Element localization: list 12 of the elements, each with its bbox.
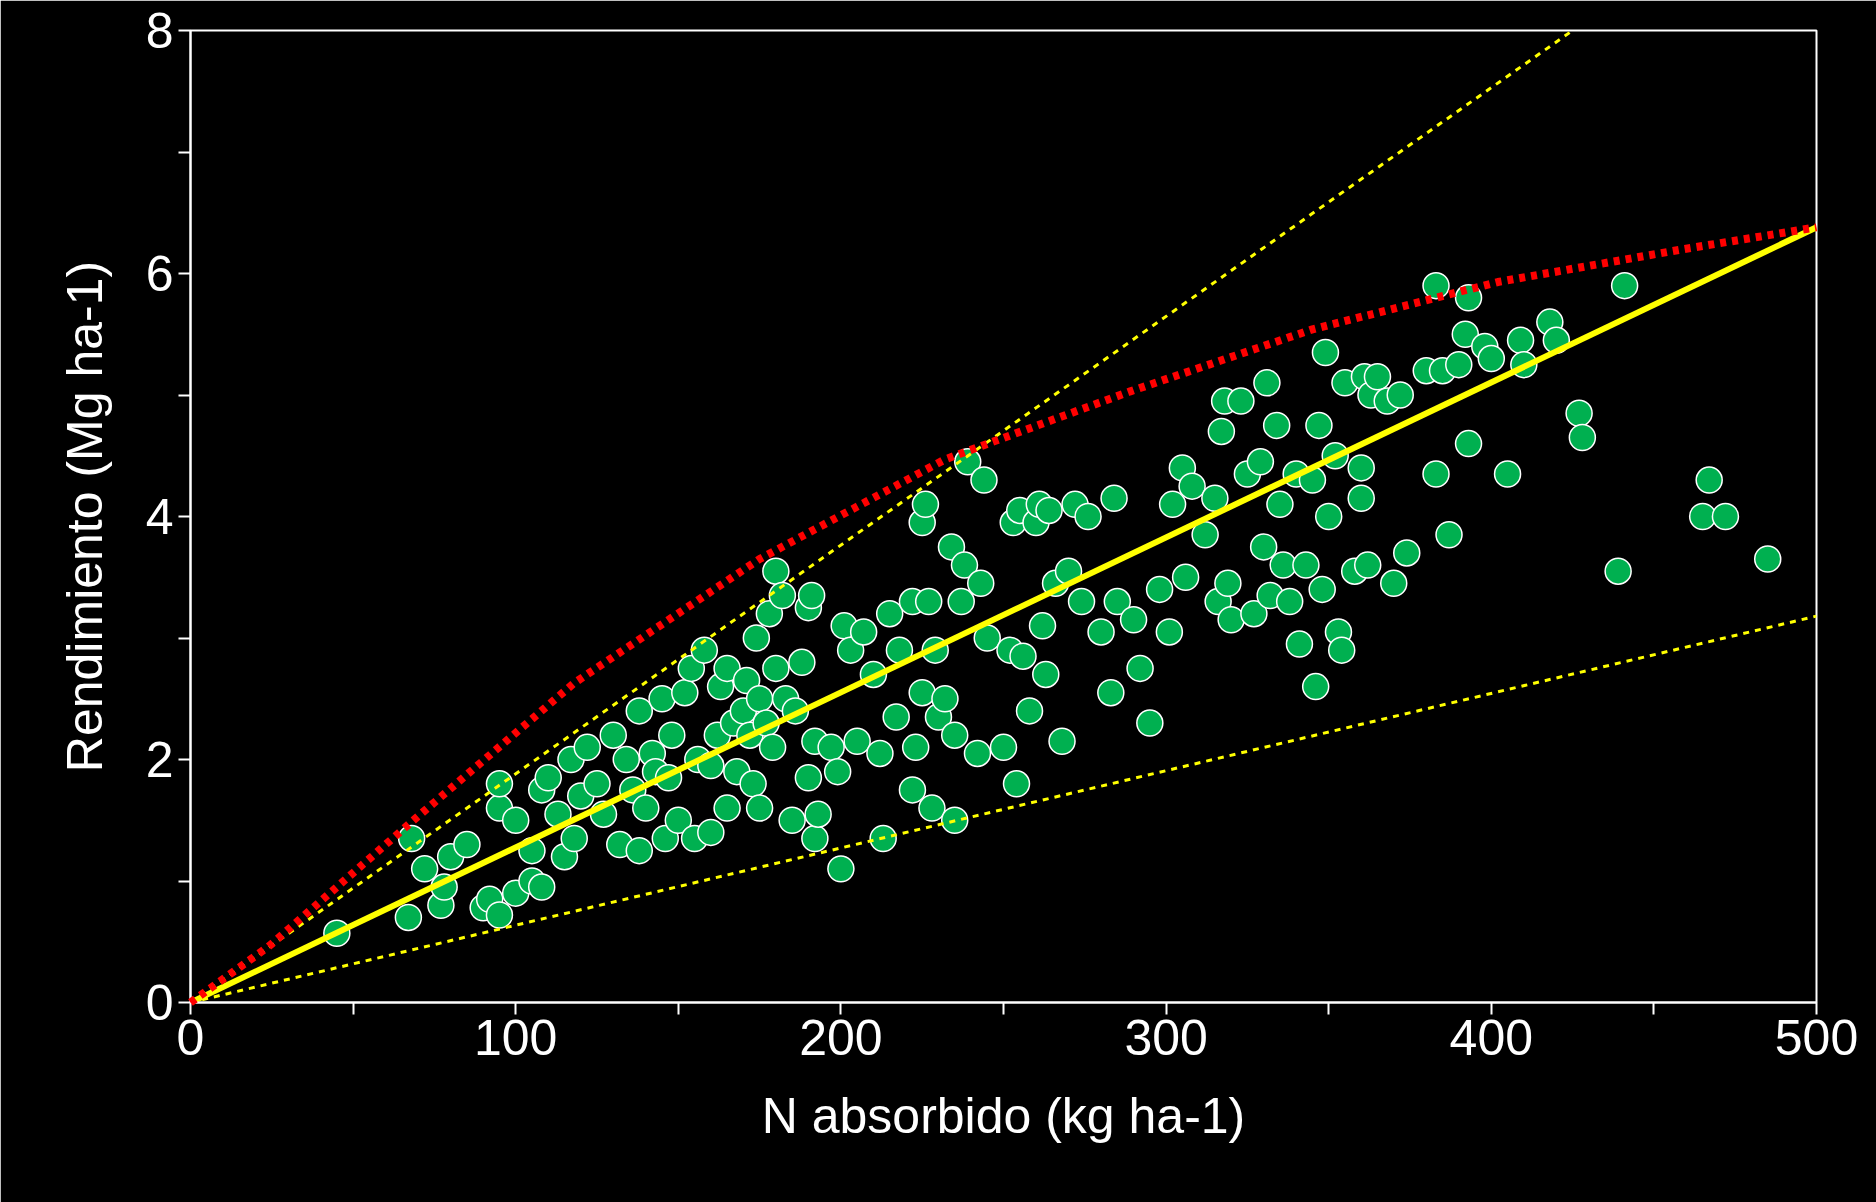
x-tick-label: 500: [1774, 1009, 1859, 1066]
x-axis-title: N absorbido (kg ha-1): [761, 1087, 1246, 1144]
y-tick-label: 8: [145, 3, 174, 59]
y-tick-label: 0: [145, 975, 174, 1031]
y-axis-title: Rendimiento (Mg ha-1): [56, 260, 113, 773]
y-tick-label: 6: [145, 246, 174, 302]
x-tick-label: 300: [1124, 1009, 1208, 1066]
x-tick-label: 400: [1449, 1009, 1534, 1066]
x-tick-label: 200: [799, 1009, 883, 1066]
y-tick-label: 4: [145, 489, 174, 545]
y-tick-label: 2: [145, 732, 174, 788]
x-tick-label: 100: [473, 1009, 558, 1066]
